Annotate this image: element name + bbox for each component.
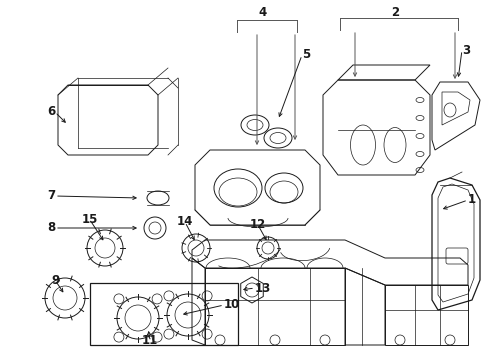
Text: 9: 9: [51, 274, 59, 287]
Text: 8: 8: [47, 221, 55, 234]
Text: 11: 11: [142, 333, 158, 346]
Text: 10: 10: [224, 298, 240, 311]
Text: 15: 15: [81, 213, 98, 226]
Text: 13: 13: [254, 282, 271, 294]
Text: 4: 4: [258, 5, 266, 18]
Text: 2: 2: [390, 5, 398, 18]
Text: 5: 5: [302, 49, 309, 62]
Text: 1: 1: [467, 193, 475, 207]
Text: 6: 6: [47, 105, 55, 118]
Text: 14: 14: [177, 216, 193, 229]
Text: 3: 3: [461, 44, 469, 57]
Text: 7: 7: [47, 189, 55, 202]
Bar: [90, 283, 238, 345]
Text: 12: 12: [249, 219, 265, 231]
